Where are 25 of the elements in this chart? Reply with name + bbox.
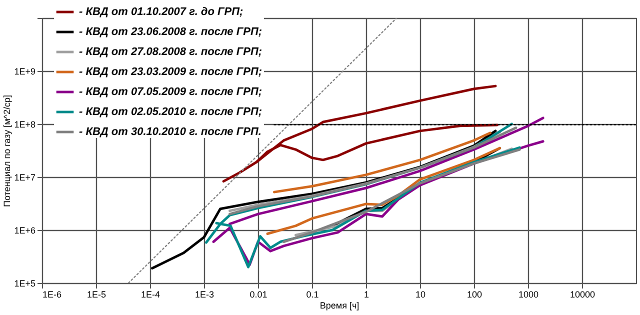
- legend-label: - КВД от 23.03.2009 г. после ГРП;: [79, 66, 262, 78]
- x-tick-label: 1E-6: [42, 290, 62, 300]
- legend-label: - КВД от 23.06.2008 г. после ГРП;: [79, 26, 262, 38]
- legend-label: - КВД от 02.05.2010 г. после ГРП;: [79, 106, 262, 118]
- x-axis-title: Время [ч]: [320, 300, 360, 310]
- legend-label: - КВД от 01.10.2007 г. до ГРП;: [79, 6, 244, 18]
- x-tick-label: 1E-5: [86, 290, 106, 300]
- legend-label: - КВД от 07.05.2009 г. после ГРП;: [79, 86, 262, 98]
- x-tick-label: 1E-3: [194, 290, 214, 300]
- y-tick-label: 1E+7: [14, 172, 36, 182]
- y-tick-label: 1E+9: [14, 66, 36, 76]
- y-axis-title: Потенциал по газу [м^2/ср]: [2, 94, 12, 208]
- y-tick-label: 1E+5: [14, 278, 36, 288]
- x-tick-label: 10000: [570, 290, 596, 300]
- x-tick-label: 100: [466, 290, 482, 300]
- x-tick-label: 0.1: [306, 290, 319, 300]
- x-tick-label: 1000: [518, 290, 539, 300]
- legend-label: - КВД от 30.10.2010 г. после ГРП.: [79, 126, 262, 138]
- x-tick-label: 0.01: [250, 290, 268, 300]
- x-tick-label: 1: [364, 290, 370, 300]
- y-tick-label: 1E+6: [14, 226, 36, 236]
- legend-label: - КВД от 27.08.2008 г. после ГРП;: [79, 46, 262, 58]
- x-tick-label: 1E-4: [140, 290, 160, 300]
- y-tick-label: 1E+8: [14, 120, 36, 130]
- x-tick-label: 10: [415, 290, 426, 300]
